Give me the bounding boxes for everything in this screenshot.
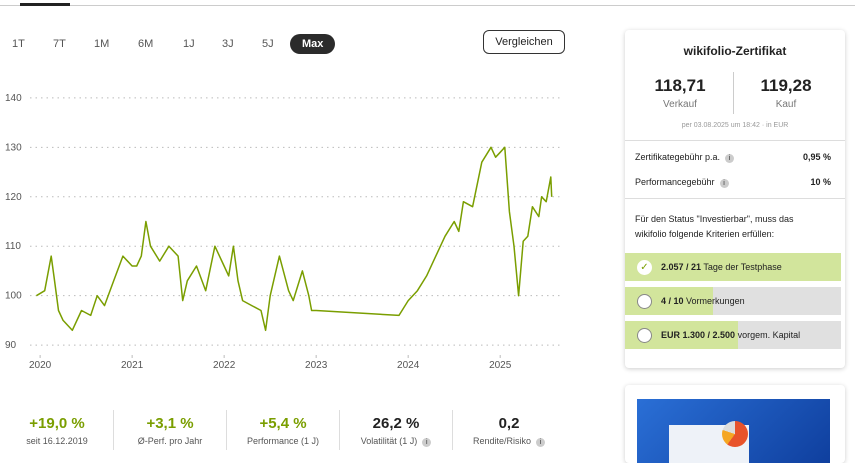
stat-label: Rendite/Risiko i [453,436,565,447]
x-tick-label: 2025 [489,360,512,371]
stat-value: 26,2 % [372,415,420,432]
compare-button[interactable]: Vergleichen [483,30,565,54]
active-indicator [20,3,70,6]
stat-label: seit 16.12.2019 [26,436,88,446]
range-tab[interactable]: 1M [94,38,110,50]
stat: 26,2 % Volatilität (1 J) i [340,415,452,447]
fee-value: 10 % [810,177,831,187]
criterion-value: 2.057 / 21 [661,262,702,272]
criterion: 4 / 10 Vormerkungen [625,287,841,315]
promo-image [637,399,830,463]
separator [113,410,114,450]
range-tab[interactable]: 3J [222,38,234,50]
divider [733,72,734,114]
buy-price: 119,28 [760,76,812,95]
y-tick-label: 100 [5,291,22,302]
price-line [36,146,553,332]
range-tab[interactable]: 1J [183,38,195,50]
stat-label: Ø-Perf. pro Jahr [137,436,203,446]
separator [226,410,227,450]
y-tick-label: 110 [5,241,21,252]
chart: 90 100 110 120 130 140 2020 2021 2022 2023 2024 202… [5,93,560,371]
stat: +5,4 % Performance (1 J) [227,415,339,446]
x-tick-label: 2021 [121,360,144,371]
buy-label: Kauf [775,99,797,110]
x-tick-label: 2023 [305,360,328,371]
range-tab[interactable]: 7T [53,38,66,50]
range-tab[interactable]: 6M [138,38,154,50]
info-icon[interactable]: i [422,438,432,447]
fee-value: 0,95 % [802,152,831,162]
stat-label: Performance (1 J) [246,436,320,446]
criteria-text: Für den Status "Investierbar", muss das … [635,214,794,239]
criterion-label: Tage der Testphase [703,262,782,272]
range-tab[interactable]: Max [290,34,336,54]
fee-row: Performancegebühr i 10 % [635,177,831,188]
price-note: per 03.08.2025 um 18:42 · in EUR [681,122,789,129]
fee-label: Zertifikategebühr p.a. [635,152,721,162]
criterion-value: 4 / 10 [661,296,684,306]
stat-value: 0,2 [498,415,520,432]
criterion: ✓ 2.057 / 21 Tage der Testphase [625,253,841,281]
stat-label: Volatilität (1 J) i [340,436,452,447]
certificate-card: wikifolio-Zertifikat 118,71 Verkauf 119,… [625,30,845,368]
x-tick-label: 2022 [213,360,236,371]
fee-row: Zertifikategebühr p.a. i 0,95 % [635,152,831,163]
sell-price: 118,71 [654,76,706,95]
y-tick-label: 120 [5,192,22,203]
stat: 0,2 Rendite/Risiko i [453,415,565,447]
fee-label: Performancegebühr [635,177,715,187]
y-tick-label: 130 [5,142,22,153]
rule [625,198,845,199]
x-tick-label: 2020 [29,360,52,371]
info-icon[interactable]: i [725,154,735,163]
stat-value: +19,0 % [29,415,85,432]
range-tab[interactable]: 5J [262,38,274,50]
criterion: EUR 1.300 / 2.500 vorgem. Kapital [625,321,841,349]
promo-donut [722,421,748,447]
criterion-label: Vormerkungen [686,296,745,306]
info-icon[interactable]: i [536,438,546,447]
separator [452,410,453,450]
y-tick-label: 90 [5,340,17,351]
y-tick-label: 140 [5,93,22,104]
top-rule [0,5,855,6]
stat-value: +5,4 % [259,415,307,432]
card-title: wikifolio-Zertifikat [683,44,787,58]
rule [625,140,845,141]
x-tick-label: 2024 [397,360,420,371]
stat: +19,0 % seit 16.12.2019 [1,415,113,446]
sell-label: Verkauf [663,99,697,110]
criterion-label: vorgem. Kapital [737,330,801,340]
criterion-value: EUR 1.300 / 2.500 [661,330,736,340]
stat: +3,1 % Ø-Perf. pro Jahr [114,415,226,446]
promo-card[interactable] [625,385,845,463]
info-icon[interactable]: i [719,179,729,188]
stat-value: +3,1 % [146,415,194,432]
separator [339,410,340,450]
range-tab[interactable]: 1T [12,38,25,50]
